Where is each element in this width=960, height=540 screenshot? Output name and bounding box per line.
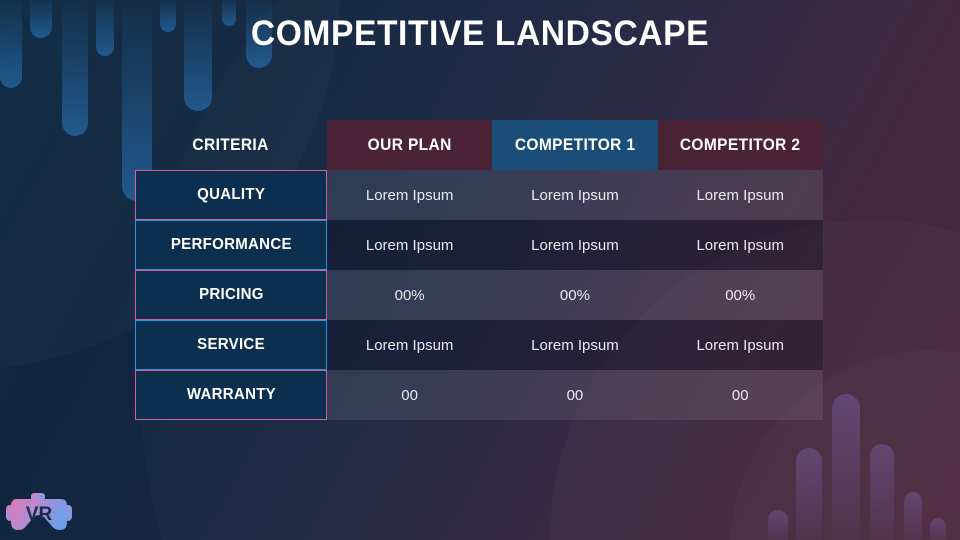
table-value-text: Lorem Ipsum <box>531 336 619 354</box>
table-value-text: Lorem Ipsum <box>696 186 785 204</box>
table-value-text: Lorem Ipsum <box>531 186 619 204</box>
table-criteria-cell[interactable]: SERVICE <box>135 320 327 370</box>
table-row: QUALITY Lorem Ipsum Lorem Ipsum Lorem Ipsum <box>135 170 823 220</box>
table-value-cell[interactable]: 00 <box>327 370 493 420</box>
table-header-label: OUR PLAN <box>367 135 452 154</box>
table-row: SERVICE Lorem Ipsum Lorem Ipsum Lorem Ipsum <box>135 320 823 370</box>
decorative-bar-bottom-1 <box>796 448 822 540</box>
table-value-cell[interactable]: 00 <box>657 370 823 420</box>
table-header-label: CRITERIA <box>192 135 270 154</box>
table-value-cell[interactable]: Lorem Ipsum <box>492 220 658 270</box>
table-header-our-plan[interactable]: OUR PLAN <box>327 120 493 170</box>
table-header-row: CRITERIA OUR PLAN COMPETITOR 1 COMPETITOR 2 <box>135 120 823 170</box>
table-criteria-cell[interactable]: PRICING <box>135 270 327 320</box>
table-value-text: Lorem Ipsum <box>696 236 785 254</box>
decorative-bar-bottom-0 <box>768 510 788 540</box>
table-value-text: Lorem Ipsum <box>696 336 785 354</box>
vr-headset-logo[interactable]: VR <box>6 492 72 536</box>
table-criteria-label: PRICING <box>198 286 264 303</box>
table-header-criteria[interactable]: CRITERIA <box>135 120 327 170</box>
table-criteria-label: SERVICE <box>197 336 265 353</box>
table-value-text: 00% <box>394 286 425 304</box>
vr-logo-text: VR <box>26 504 53 525</box>
table-value-cell[interactable]: 00 <box>492 370 658 420</box>
table-value-text: 00% <box>725 286 756 304</box>
table-row: WARRANTY 00 00 00 <box>135 370 823 420</box>
table-value-cell[interactable]: Lorem Ipsum <box>492 320 658 370</box>
table-value-text: Lorem Ipsum <box>365 186 454 204</box>
table-value-text: Lorem Ipsum <box>365 236 454 254</box>
table-value-cell[interactable]: Lorem Ipsum <box>327 320 493 370</box>
table-value-cell[interactable]: Lorem Ipsum <box>657 220 823 270</box>
table-criteria-cell[interactable]: WARRANTY <box>135 370 327 420</box>
decorative-bar-bottom-2 <box>832 394 860 540</box>
table-value-text: 00 <box>731 386 749 404</box>
decorative-bar-bottom-3 <box>870 444 894 540</box>
table-header-competitor-1[interactable]: COMPETITOR 1 <box>492 120 658 170</box>
decorative-bar-bottom-4 <box>904 492 922 540</box>
table-criteria-cell[interactable]: QUALITY <box>135 170 327 220</box>
comparison-table: CRITERIA OUR PLAN COMPETITOR 1 COMPETITOR 2… <box>135 120 823 420</box>
decorative-bar-bottom-5 <box>930 518 946 540</box>
table-value-text: Lorem Ipsum <box>531 236 619 254</box>
table-value-cell[interactable]: 00% <box>657 270 823 320</box>
table-value-text: Lorem Ipsum <box>365 336 454 354</box>
table-value-text: 00 <box>566 386 584 404</box>
table-criteria-cell[interactable]: PERFORMANCE <box>135 220 327 270</box>
table-row: PERFORMANCE Lorem Ipsum Lorem Ipsum Lorem I… <box>135 220 823 270</box>
table-value-cell[interactable]: Lorem Ipsum <box>657 170 823 220</box>
page-title: COMPETITIVE LANDSCAPE <box>250 14 710 53</box>
table-row: PRICING 00% 00% 00% <box>135 270 823 320</box>
table-criteria-label: PERFORMANCE <box>170 236 292 253</box>
table-value-text: 00% <box>559 286 590 304</box>
table-header-label: COMPETITOR 2 <box>679 135 801 154</box>
table-value-text: 00 <box>401 386 418 404</box>
table-header-competitor-2[interactable]: COMPETITOR 2 <box>657 120 823 170</box>
table-value-cell[interactable]: 00% <box>492 270 658 320</box>
table-criteria-label: QUALITY <box>196 186 265 203</box>
vr-headset-body <box>11 499 67 530</box>
table-criteria-label: WARRANTY <box>186 386 276 403</box>
table-value-cell[interactable]: Lorem Ipsum <box>327 170 493 220</box>
table-value-cell[interactable]: Lorem Ipsum <box>492 170 658 220</box>
table-header-label: COMPETITOR 1 <box>514 135 636 154</box>
table-value-cell[interactable]: 00% <box>327 270 493 320</box>
table-value-cell[interactable]: Lorem Ipsum <box>327 220 493 270</box>
table-value-cell[interactable]: Lorem Ipsum <box>657 320 823 370</box>
